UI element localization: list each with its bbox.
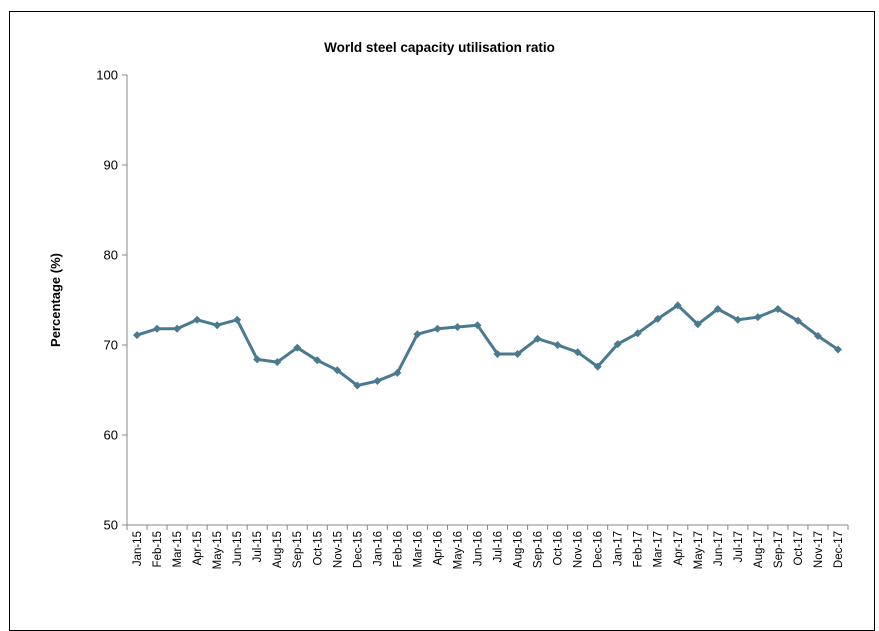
data-point: [693, 320, 702, 329]
x-tick-label: Feb-17: [633, 531, 645, 567]
data-point: [573, 348, 582, 357]
data-point: [673, 301, 682, 310]
data-point: [273, 358, 282, 367]
data-point: [773, 305, 782, 313]
x-ticks: Jan-15 Feb-15 Mar-15 Apr-15 May-15 Jun-15 Jul-…: [126, 525, 849, 569]
data-point: [733, 315, 742, 324]
y-tick-label: 50: [104, 518, 118, 533]
x-tick-label: Aug-16: [513, 531, 525, 568]
data-point: [413, 330, 422, 339]
x-tick-label: May-17: [693, 531, 705, 569]
x-tick-label: Mar-17: [653, 531, 665, 567]
x-tick-label: Jul-15: [252, 531, 264, 562]
x-tick-label: Feb-16: [392, 531, 404, 567]
x-tick-label: May-16: [452, 531, 464, 569]
data-point: [373, 377, 382, 385]
x-tick-label: Apr-16: [432, 531, 444, 566]
x-tick-label: Mar-16: [412, 531, 424, 567]
data-point: [473, 321, 482, 330]
x-tick-label: Aug-15: [272, 531, 284, 568]
data-point: [213, 321, 222, 330]
x-tick-label: Nov-15: [332, 531, 344, 568]
chart-title: World steel capacity utilisation ratio: [324, 40, 555, 55]
data-point: [153, 324, 162, 333]
x-tick-label: Jun-17: [713, 531, 725, 566]
y-tick-label: 100: [96, 68, 118, 83]
data-point: [233, 315, 242, 324]
x-tick-label: Jan-16: [372, 531, 384, 566]
x-tick-label: Dec-15: [352, 531, 364, 568]
x-tick-label: Jun-16: [472, 531, 484, 566]
data-point: [753, 313, 762, 322]
y-tick-label: 60: [104, 428, 118, 443]
data-point: [453, 323, 462, 331]
x-tick-label: Sep-16: [533, 531, 545, 568]
x-tick-label: Jan-17: [613, 531, 625, 566]
data-point: [713, 305, 722, 313]
x-tick-label: Apr-17: [673, 531, 685, 566]
x-tick-label: Mar-15: [172, 531, 184, 567]
x-tick-label: Apr-15: [192, 531, 204, 566]
x-tick-label: Oct-15: [312, 531, 324, 566]
data-point: [433, 324, 442, 333]
x-tick-label: Jun-15: [232, 531, 244, 566]
y-tick-label: 90: [104, 158, 118, 173]
x-tick-label: Dec-17: [833, 531, 845, 568]
x-tick-label: Dec-16: [593, 531, 605, 568]
data-point: [613, 340, 622, 349]
series-line: [136, 303, 839, 387]
series-group: [133, 301, 842, 390]
x-tick-label: Sep-17: [773, 531, 785, 568]
data-point: [533, 334, 542, 343]
data-point: [653, 314, 662, 323]
y-tick-label: 70: [104, 338, 118, 353]
x-tick-label: Oct-16: [553, 531, 565, 566]
data-point: [313, 356, 322, 365]
y-axis-label: Percentage (%): [48, 253, 63, 347]
data-point: [173, 324, 182, 333]
x-tick-label: Aug-17: [753, 531, 765, 568]
data-point: [633, 329, 642, 338]
data-point: [253, 355, 262, 364]
x-tick-label: Jul-16: [493, 531, 505, 562]
data-point: [813, 332, 822, 340]
x-tick-label: Oct-17: [793, 531, 805, 566]
data-point: [833, 345, 842, 354]
data-point: [193, 315, 202, 324]
y-tick-label: 80: [104, 248, 118, 263]
data-point: [593, 362, 602, 371]
data-point: [493, 350, 502, 358]
y-ticks: 50 60 70 80 90 100: [96, 68, 127, 533]
data-point: [133, 331, 142, 340]
data-point: [553, 341, 562, 349]
data-point: [513, 350, 522, 358]
x-tick-label: Jul-17: [733, 531, 745, 562]
x-tick-label: Sep-15: [292, 531, 304, 568]
axes: [126, 75, 848, 526]
x-tick-label: Nov-17: [813, 531, 825, 568]
data-point: [393, 368, 402, 377]
x-tick-label: May-15: [212, 531, 224, 569]
data-point: [293, 343, 302, 352]
x-tick-label: Feb-15: [152, 531, 164, 567]
x-tick-label: Nov-16: [573, 531, 585, 568]
data-point: [793, 316, 802, 325]
data-point: [353, 381, 362, 390]
x-tick-label: Jan-15: [132, 531, 144, 566]
data-point: [333, 366, 342, 375]
